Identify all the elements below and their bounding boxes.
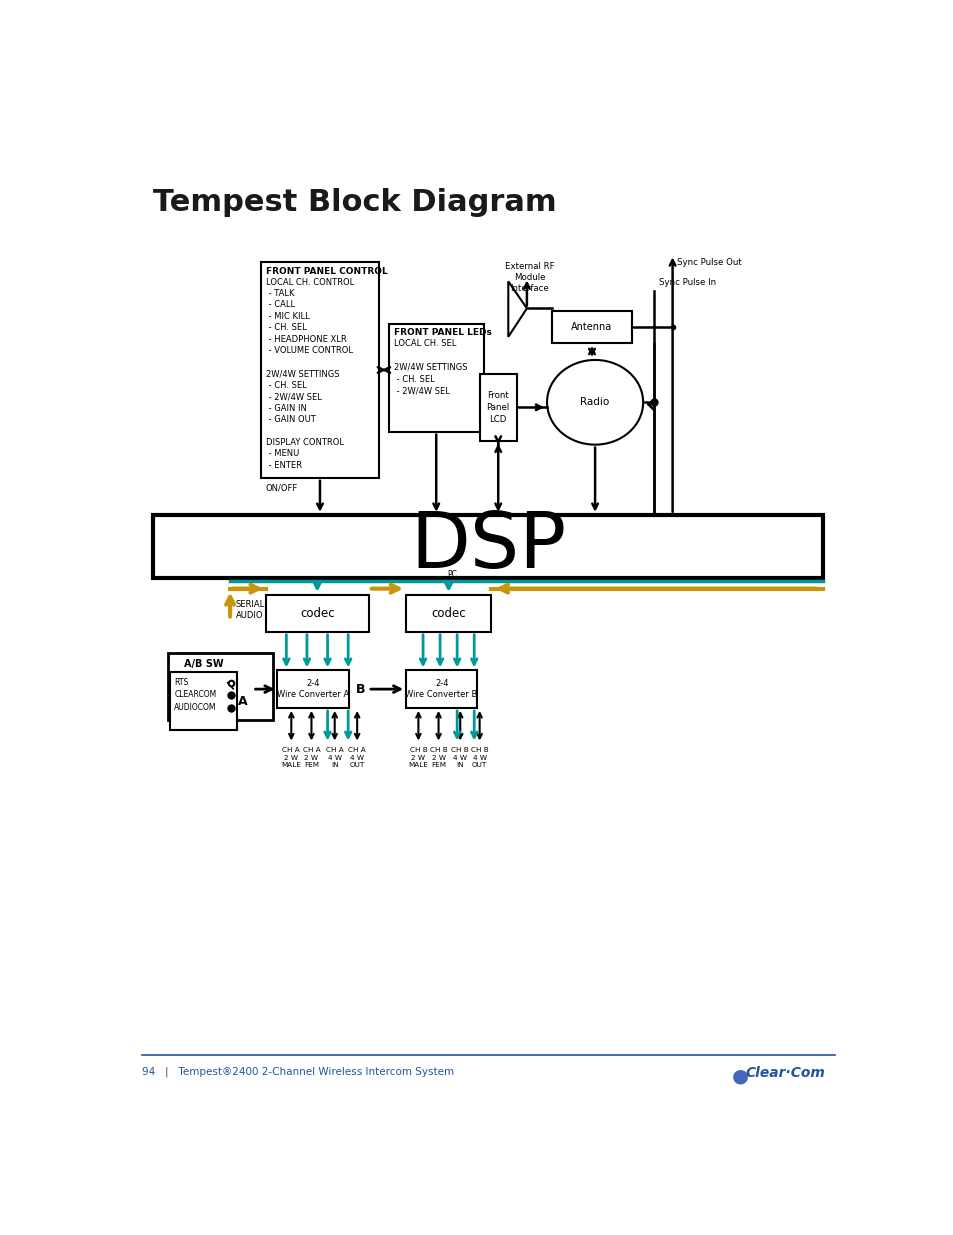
Text: FRONT PANEL LEDs: FRONT PANEL LEDs <box>394 329 491 337</box>
Bar <box>277 671 348 708</box>
Bar <box>551 311 632 343</box>
Bar <box>261 262 378 478</box>
Text: Sync Pulse Out: Sync Pulse Out <box>677 258 741 267</box>
Bar <box>389 324 483 431</box>
Text: A/B SW: A/B SW <box>184 658 223 668</box>
Text: LOCAL CH. SEL

2W/4W SETTINGS
 - CH. SEL
 - 2W/4W SEL: LOCAL CH. SEL 2W/4W SETTINGS - CH. SEL -… <box>394 340 467 395</box>
Text: codec: codec <box>299 606 335 620</box>
Text: Sync Pulse In: Sync Pulse In <box>658 278 715 288</box>
Text: CH B
2 W
MALE: CH B 2 W MALE <box>408 747 428 768</box>
Text: codec: codec <box>431 606 465 620</box>
Text: AUDIOCOM: AUDIOCOM <box>174 704 216 713</box>
Text: CH A
4 W
OUT: CH A 4 W OUT <box>348 747 366 768</box>
Text: 2-4
Wire Converter B: 2-4 Wire Converter B <box>405 679 477 699</box>
Bar <box>406 595 491 632</box>
Text: Clear·Com: Clear·Com <box>744 1066 824 1081</box>
Text: Radio: Radio <box>579 398 609 408</box>
Text: External RF
Module
Interface: External RF Module Interface <box>505 262 555 294</box>
Text: FRONT PANEL CONTROL: FRONT PANEL CONTROL <box>266 267 387 275</box>
Text: Tempest Block Diagram: Tempest Block Diagram <box>153 188 557 217</box>
Text: CH A
2 W
FEM: CH A 2 W FEM <box>302 747 320 768</box>
Text: CH A
4 W
IN: CH A 4 W IN <box>326 747 343 768</box>
Bar <box>168 652 274 720</box>
Text: Front
Panel
LCD: Front Panel LCD <box>486 391 509 424</box>
Text: 2-4
Wire Converter A: 2-4 Wire Converter A <box>276 679 349 699</box>
Text: CH B
4 W
IN: CH B 4 W IN <box>451 747 469 768</box>
Text: 94   |   Tempest®2400 2-Channel Wireless Intercom System: 94 | Tempest®2400 2-Channel Wireless Int… <box>142 1066 455 1077</box>
Bar <box>266 595 369 632</box>
Text: Antenna: Antenna <box>571 322 612 332</box>
Text: CLEARCOM: CLEARCOM <box>174 690 216 699</box>
Bar <box>171 672 236 730</box>
Bar <box>479 374 517 441</box>
Bar <box>406 671 476 708</box>
Text: A: A <box>238 694 248 708</box>
Text: CH B
4 W
OUT: CH B 4 W OUT <box>470 747 488 768</box>
Text: ●: ● <box>731 1066 748 1086</box>
Text: LOCAL CH. CONTROL
 - TALK
 - CALL
 - MIC KILL
 - CH. SEL
 - HEADPHONE XLR
 - VOL: LOCAL CH. CONTROL - TALK - CALL - MIC KI… <box>266 278 354 493</box>
Text: CH A
2 W
MALE: CH A 2 W MALE <box>281 747 301 768</box>
Text: B: B <box>355 683 365 695</box>
Text: RTS: RTS <box>174 678 189 687</box>
Text: CH B
2 W
FEM: CH B 2 W FEM <box>429 747 447 768</box>
Bar <box>153 515 822 578</box>
Text: SERIAL
AUDIO: SERIAL AUDIO <box>235 600 265 620</box>
Text: DSP: DSP <box>410 509 566 584</box>
Text: PC: PC <box>447 569 456 579</box>
